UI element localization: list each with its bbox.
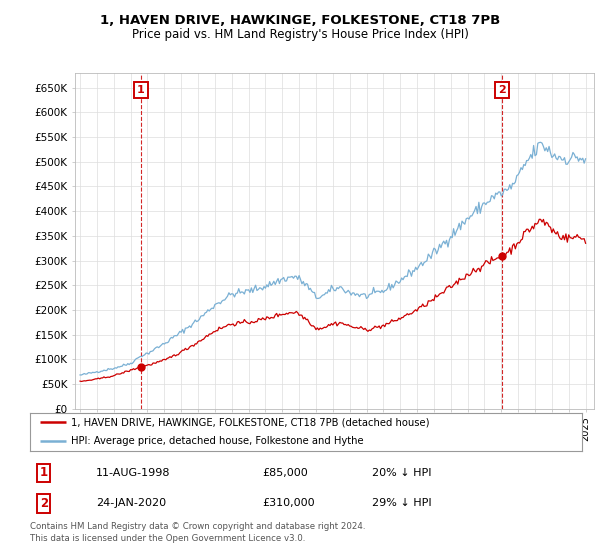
Text: 1: 1: [137, 85, 145, 95]
Text: Contains HM Land Registry data © Crown copyright and database right 2024.
This d: Contains HM Land Registry data © Crown c…: [30, 522, 365, 543]
Text: 1: 1: [40, 466, 48, 479]
Text: 11-AUG-1998: 11-AUG-1998: [96, 468, 171, 478]
Text: £85,000: £85,000: [262, 468, 308, 478]
Text: 1, HAVEN DRIVE, HAWKINGE, FOLKESTONE, CT18 7PB (detached house): 1, HAVEN DRIVE, HAWKINGE, FOLKESTONE, CT…: [71, 417, 430, 427]
Text: 2: 2: [498, 85, 506, 95]
Text: 24-JAN-2020: 24-JAN-2020: [96, 498, 166, 508]
Text: 20% ↓ HPI: 20% ↓ HPI: [372, 468, 432, 478]
Text: 2: 2: [40, 497, 48, 510]
Text: Price paid vs. HM Land Registry's House Price Index (HPI): Price paid vs. HM Land Registry's House …: [131, 28, 469, 41]
Text: 1, HAVEN DRIVE, HAWKINGE, FOLKESTONE, CT18 7PB: 1, HAVEN DRIVE, HAWKINGE, FOLKESTONE, CT…: [100, 14, 500, 27]
Text: £310,000: £310,000: [262, 498, 314, 508]
Text: HPI: Average price, detached house, Folkestone and Hythe: HPI: Average price, detached house, Folk…: [71, 436, 364, 446]
Text: 29% ↓ HPI: 29% ↓ HPI: [372, 498, 432, 508]
